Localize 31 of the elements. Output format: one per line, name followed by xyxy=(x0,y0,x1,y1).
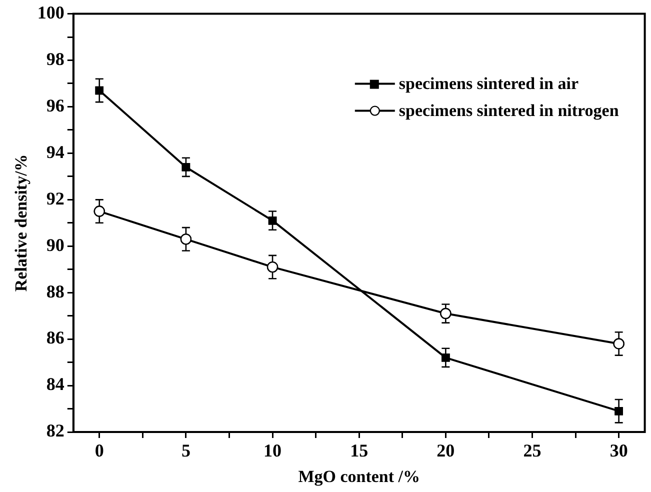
point xyxy=(266,261,278,273)
y-tick-label: 100 xyxy=(37,2,64,22)
y-tick-label: 86 xyxy=(46,328,64,348)
y-tick-label: 82 xyxy=(46,420,64,441)
point xyxy=(614,406,623,416)
point xyxy=(268,216,277,225)
point xyxy=(182,163,190,172)
x-axis-title: MgO content /% xyxy=(298,467,420,486)
point xyxy=(180,234,192,245)
y-tick-label: 84 xyxy=(46,374,64,394)
x-tick-label: 10 xyxy=(264,440,282,460)
y-tick-label: 90 xyxy=(46,234,64,255)
x-tick-label: 25 xyxy=(523,440,542,460)
legend-label: specimens sintered in air xyxy=(398,74,579,94)
x-tick-label: 15 xyxy=(350,440,368,460)
x-tick-label: 5 xyxy=(181,440,190,460)
point xyxy=(94,206,105,217)
point xyxy=(95,86,104,95)
y-tick-label: 92 xyxy=(46,188,64,208)
legend-label: specimens sintered in nitrogen xyxy=(398,101,620,120)
x-tick-label: 20 xyxy=(436,440,455,460)
point xyxy=(613,338,624,350)
y-axis-title: Relative density/% xyxy=(12,154,31,292)
y-tick-label: 98 xyxy=(46,48,64,69)
point xyxy=(442,354,450,362)
y-tick-label: 96 xyxy=(46,95,64,116)
x-tick-label: 30 xyxy=(610,440,628,460)
point xyxy=(440,308,452,320)
y-tick-label: 88 xyxy=(46,281,64,302)
y-tick-label: 94 xyxy=(46,142,64,162)
x-tick-label: 0 xyxy=(94,440,104,460)
